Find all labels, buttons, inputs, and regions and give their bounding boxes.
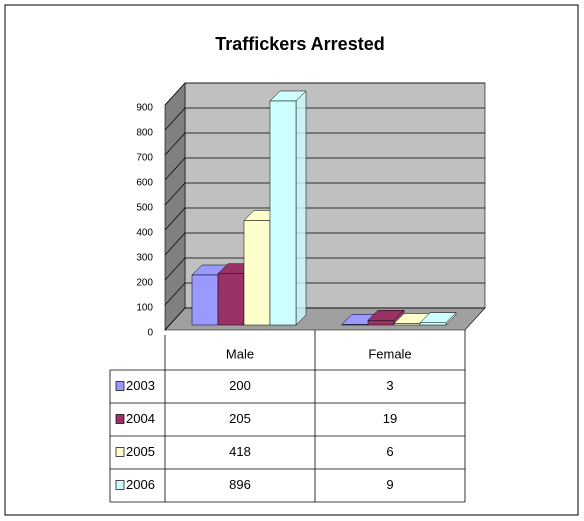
legend-key: [115, 381, 125, 391]
y-tick-label: 700: [136, 153, 153, 164]
y-tick-label: 400: [136, 228, 153, 239]
bar: [341, 324, 369, 326]
legend-label: 2003: [126, 378, 155, 393]
legend-key: [115, 414, 125, 424]
grid-line: [164, 132, 485, 156]
bar: [419, 322, 447, 326]
grid-line: [164, 282, 485, 306]
bar: [191, 274, 219, 326]
legend-label: 2004: [126, 411, 155, 426]
grid-line: [164, 307, 485, 331]
grid-line: [164, 232, 485, 256]
y-tick-label: 900: [136, 103, 153, 114]
bar: [367, 320, 395, 326]
grid-line: [164, 182, 485, 206]
y-tick-label: 800: [136, 128, 153, 139]
bar: [269, 100, 297, 326]
y-tick-label: 200: [136, 278, 153, 289]
table-value: 6: [386, 444, 393, 459]
column-header: Female: [368, 346, 411, 361]
legend-key: [115, 480, 125, 490]
table-value: 19: [383, 411, 397, 426]
legend-label: 2005: [126, 444, 155, 459]
grid-line: [164, 257, 485, 281]
table-value: 896: [229, 477, 251, 492]
table-value: 205: [229, 411, 251, 426]
y-tick-label: 300: [136, 253, 153, 264]
table-value: 3: [386, 378, 393, 393]
grid-line: [164, 207, 485, 231]
table-value: 9: [386, 477, 393, 492]
bar: [217, 273, 245, 326]
y-tick-label: 600: [136, 178, 153, 189]
legend-key: [115, 447, 125, 457]
table-value: 200: [229, 378, 251, 393]
table-value: 418: [229, 444, 251, 459]
grid-line: [164, 82, 485, 106]
legend-label: 2006: [126, 477, 155, 492]
grid-line: [164, 157, 485, 181]
column-header: Male: [226, 346, 254, 361]
bar: [243, 220, 271, 326]
y-tick-label: 0: [147, 328, 153, 339]
bar-side: [295, 90, 307, 326]
side-wall: [164, 82, 186, 331]
y-tick-label: 500: [136, 203, 153, 214]
grid-line: [164, 107, 485, 131]
chart-title: Traffickers Arrested: [215, 34, 384, 54]
y-tick-label: 100: [136, 303, 153, 314]
bar: [393, 323, 421, 326]
